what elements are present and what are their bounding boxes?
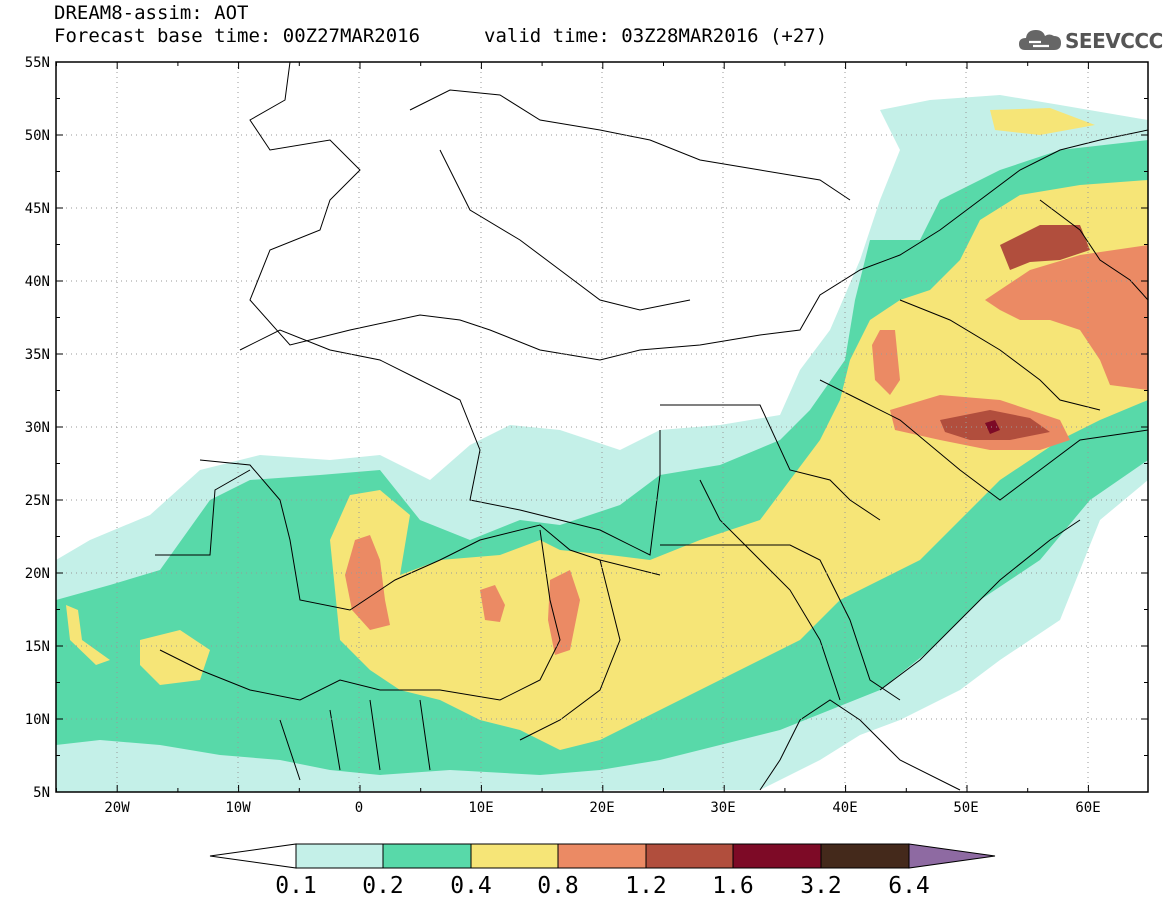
lon-label-group: 20W 10W 0 10E 20E 30E 40E 50E 60E (104, 800, 1100, 816)
grid-lines (56, 62, 1148, 792)
aot-patch-blacksea (990, 108, 1095, 135)
lat-label-25n: 25N (25, 493, 50, 509)
aot-patch-coast (66, 605, 110, 665)
aot-band-0-4 (330, 180, 1148, 750)
aot-band-1-6 (985, 420, 1000, 434)
lon-label-10e: 10E (468, 800, 493, 816)
colorbar-segment-7 (820, 843, 910, 869)
colorbar-segment-5 (645, 843, 734, 869)
colorbar-label-3-2: 3.2 (800, 873, 842, 899)
lon-label-50e: 50E (953, 800, 978, 816)
colorbar-lower-extension (209, 843, 297, 869)
lat-label-45n: 45N (25, 201, 50, 217)
colorbar-label-0-8: 0.8 (537, 873, 579, 899)
colorbar-segment-1 (295, 843, 384, 869)
lon-label-20w: 20W (104, 800, 130, 816)
lon-label-10w: 10W (225, 800, 251, 816)
colorbar-segment-3 (470, 843, 559, 869)
lat-label-50n: 50N (25, 128, 50, 144)
colorbar-label-0-2: 0.2 (362, 873, 404, 899)
lon-ticks (56, 62, 1089, 792)
lon-label-40e: 40E (832, 800, 857, 816)
lat-ticks (56, 61, 1148, 793)
colorbar-segment-2 (382, 843, 472, 869)
valid-time: valid time: 03Z28MAR2016 (+27) (484, 25, 828, 47)
colorbar-label-6-4: 6.4 (888, 873, 930, 899)
colorbar-label-1-6: 1.6 (712, 873, 754, 899)
lat-label-group: 55N 50N 45N 40N 35N 30N 25N 20N 15N 10N … (25, 55, 50, 801)
logo-text: SEEVCCC (1065, 29, 1163, 53)
country-boundaries (155, 62, 1148, 791)
lon-label-0: 0 (355, 800, 363, 816)
colorbar-label-0-4: 0.4 (450, 873, 492, 899)
aot-band-0-8-chad (480, 585, 505, 622)
colorbar-segment-6 (732, 843, 822, 869)
lat-label-5n: 5N (33, 785, 50, 801)
forecast-base-time: Forecast base time: 00Z27MAR2016 (54, 25, 421, 47)
map-title: DREAM8-assim: AOT (54, 2, 249, 24)
lat-label-40n: 40N (25, 274, 50, 290)
lat-label-10n: 10N (25, 712, 50, 728)
colorbar-label-0-1: 0.1 (275, 873, 317, 899)
lon-label-30e: 30E (710, 800, 735, 816)
colorbar-upper-extension (908, 843, 996, 869)
colorbar-label-1-2: 1.2 (625, 873, 667, 899)
lat-label-35n: 35N (25, 347, 50, 363)
lon-label-60e: 60E (1075, 800, 1100, 816)
dust-aot-field (56, 95, 1148, 792)
aot-band-0-2 (56, 140, 1148, 775)
aot-band-1-2 (940, 225, 1090, 440)
lat-label-15n: 15N (25, 639, 50, 655)
colorbar (209, 843, 996, 869)
cloud-logo-icon (1019, 30, 1061, 50)
lat-label-55n: 55N (25, 55, 50, 71)
aot-band-0-8-arabia (872, 245, 1148, 450)
lat-label-30n: 30N (25, 420, 50, 436)
colorbar-segment-4 (557, 843, 647, 869)
colorbar-labels: 0.1 0.2 0.4 0.8 1.2 1.6 3.2 6.4 (275, 873, 930, 899)
aot-band-0-8-sudan (548, 570, 580, 655)
lat-label-20n: 20N (25, 566, 50, 582)
lon-label-20e: 20E (589, 800, 614, 816)
seevccc-logo: SEEVCCC (1017, 24, 1163, 58)
